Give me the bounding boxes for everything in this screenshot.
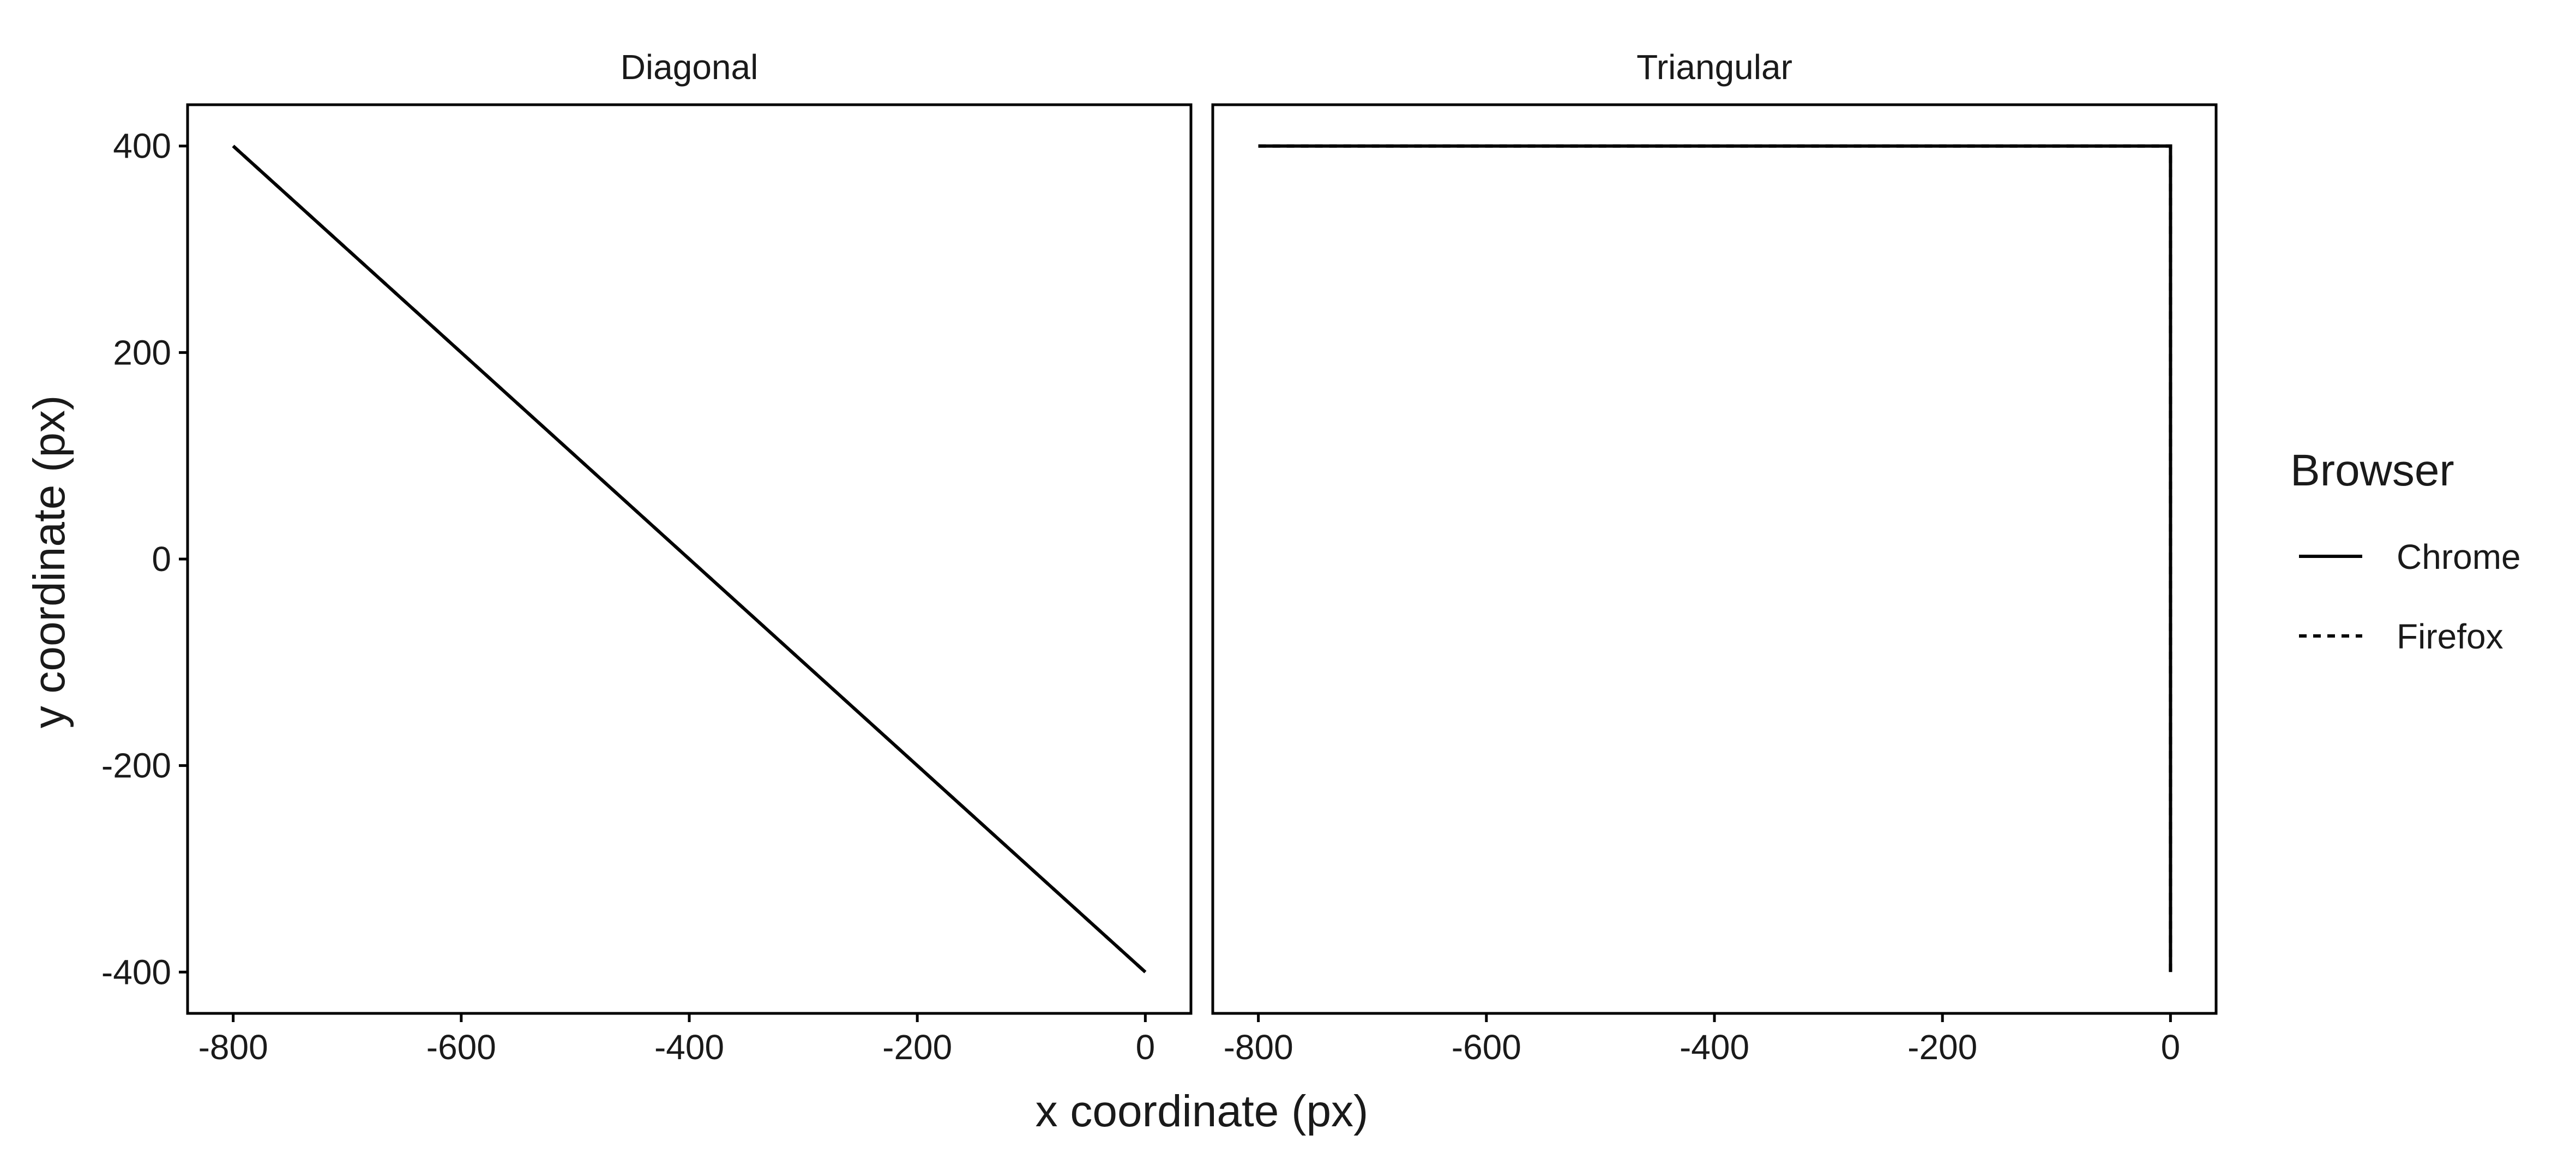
y-tick-label: 400 [113, 127, 171, 166]
x-tick-label: -200 [882, 1028, 952, 1067]
x-axis-triangular: -800 -600 -400 -200 0 [1224, 1013, 2181, 1067]
y-tick-label: -200 [101, 746, 171, 785]
legend-label-firefox: Firefox [2397, 617, 2503, 656]
series-line-firefox-diagonal [232, 145, 1147, 974]
series-layer-diagonal [232, 145, 1147, 974]
x-axis-diagonal: -800 -600 -400 -200 0 [198, 1013, 1155, 1067]
x-tick-label: -200 [1907, 1028, 1977, 1067]
facet-panel-diagonal: Diagonal -800 -600 -400 -200 0 -400 -200 0 200 4… [101, 47, 1193, 1067]
legend: Browser Chrome Firefox [2290, 446, 2521, 656]
y-tick-label: 0 [152, 539, 171, 579]
x-tick-label: -600 [1452, 1028, 1521, 1067]
facet-panel-triangular: Triangular -800 -600 -400 -200 0 [1211, 47, 2218, 1067]
y-axis-title: y coordinate (px) [25, 395, 74, 729]
x-tick-label: -400 [654, 1028, 724, 1067]
series-line-firefox-triangular [1258, 144, 2172, 972]
x-axis-title: x coordinate (px) [1036, 1086, 1369, 1136]
y-axis: -400 -200 0 200 400 [101, 127, 188, 992]
x-tick-label: 0 [2161, 1028, 2181, 1067]
y-tick-label: -400 [101, 952, 171, 992]
facet-title-triangular: Triangular [1636, 47, 1792, 87]
x-tick-label: 0 [1136, 1028, 1155, 1067]
x-tick-label: -600 [426, 1028, 496, 1067]
y-tick-label: 200 [113, 333, 171, 372]
x-tick-label: -800 [198, 1028, 268, 1067]
legend-title: Browser [2290, 446, 2454, 495]
facet-title-diagonal: Diagonal [621, 47, 759, 87]
series-layer-triangular [1258, 144, 2172, 972]
x-tick-label: -400 [1680, 1028, 1749, 1067]
x-tick-label: -800 [1224, 1028, 1293, 1067]
legend-label-chrome: Chrome [2397, 537, 2521, 577]
